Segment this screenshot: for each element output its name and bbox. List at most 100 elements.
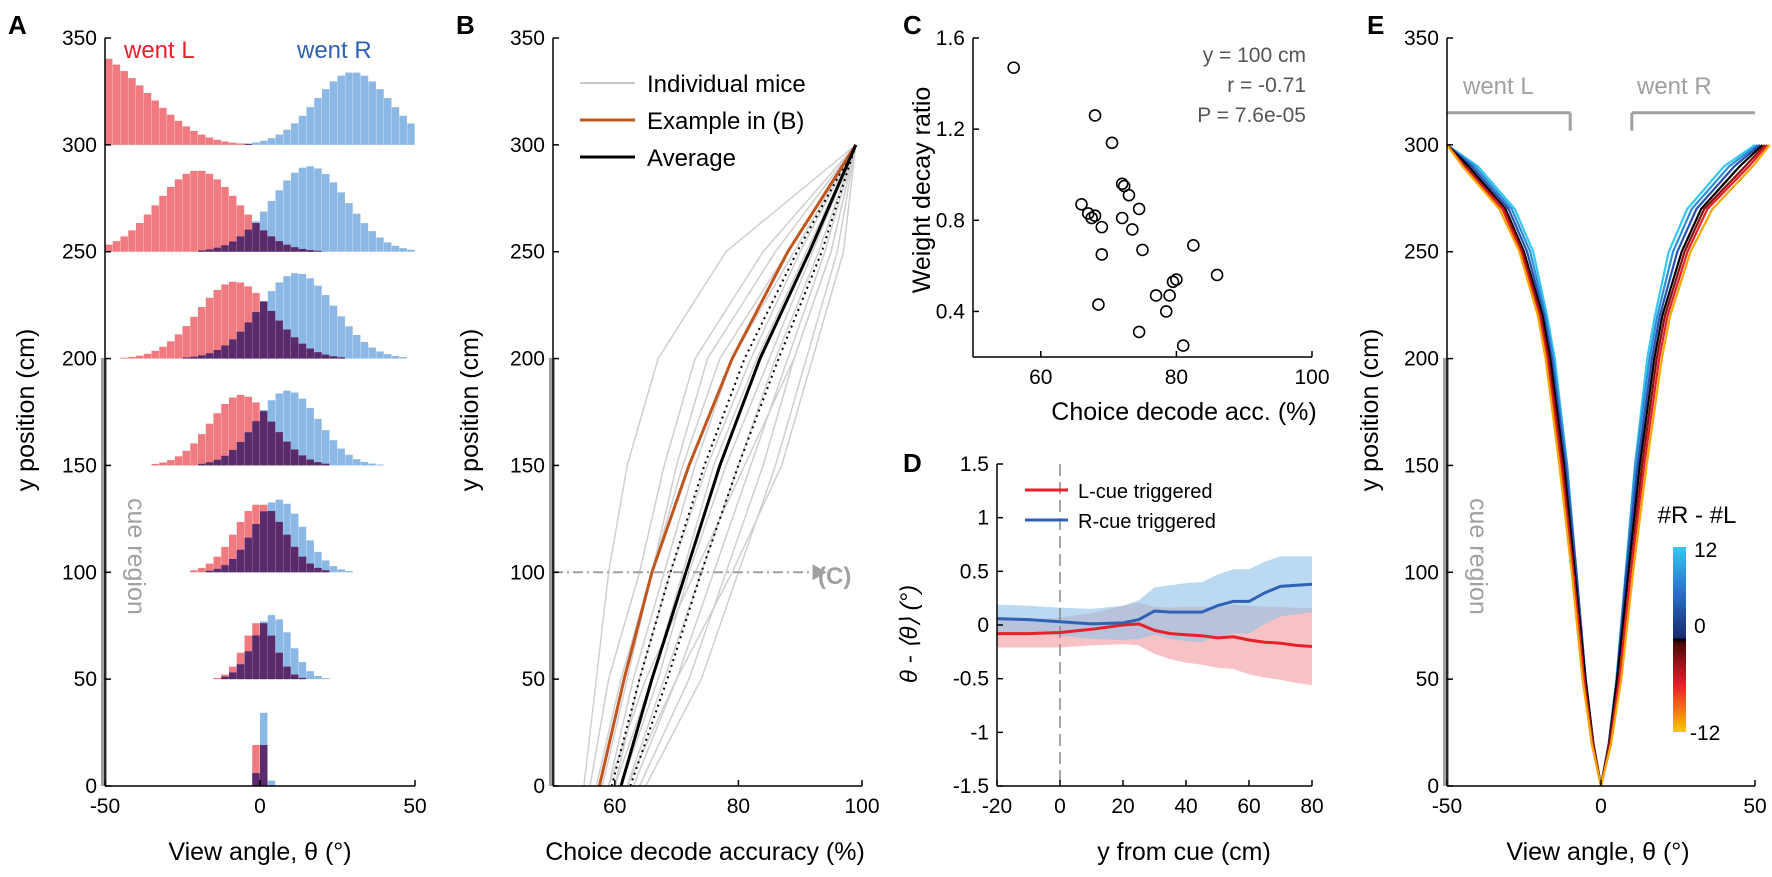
went-right-bar bbox=[275, 282, 283, 359]
overlap-bar bbox=[229, 241, 237, 252]
went-left-bar bbox=[236, 282, 245, 359]
went-left-bar bbox=[190, 316, 198, 359]
went-left-bar bbox=[105, 58, 113, 145]
went-right-bar bbox=[384, 98, 392, 145]
went-right-bar bbox=[322, 89, 330, 145]
panel-c-axes: 60 80 100 0.4 0.8 1.2 1.6 bbox=[936, 27, 1330, 389]
went-left-bar bbox=[151, 350, 159, 359]
overlap-bar bbox=[221, 565, 229, 573]
went-right-bar bbox=[391, 107, 400, 145]
went-left-bar bbox=[112, 241, 121, 252]
went-left-bar bbox=[190, 130, 198, 145]
panel-e-ytick-label: 300 bbox=[1404, 134, 1439, 157]
went-right-bar bbox=[267, 200, 276, 252]
scatter-point bbox=[1170, 273, 1183, 286]
trajectory-line bbox=[1446, 144, 1759, 787]
panel-d-ytick-label: -0.5 bbox=[953, 668, 989, 691]
individual-mouse-line bbox=[607, 144, 857, 787]
went-right-bar bbox=[252, 142, 260, 145]
went-left-bar bbox=[120, 236, 128, 252]
panel-c-ytick-label: 0.4 bbox=[936, 300, 966, 323]
went-left-bar bbox=[182, 450, 190, 466]
overlap-bar bbox=[236, 442, 245, 466]
went-right-bar bbox=[306, 407, 314, 466]
went-left-bar bbox=[190, 570, 198, 573]
panel-letter-d: D bbox=[903, 448, 922, 478]
went-right-bar bbox=[275, 134, 283, 145]
went-left-bar bbox=[151, 205, 159, 252]
went-left-bar bbox=[136, 223, 144, 252]
panel-a-ytick-label: 300 bbox=[62, 134, 97, 157]
went-left-bar bbox=[236, 394, 245, 466]
went-left-bar bbox=[182, 326, 190, 359]
went-right-bar bbox=[376, 464, 384, 466]
overlap-bar bbox=[291, 247, 299, 252]
scatter-point bbox=[1166, 275, 1180, 289]
went-right-bar bbox=[345, 203, 353, 252]
overlap-bar bbox=[244, 651, 252, 680]
series-line bbox=[997, 622, 1313, 648]
went-right-bar bbox=[298, 115, 307, 145]
went-right-bar bbox=[275, 619, 283, 680]
overlap-bar bbox=[267, 310, 276, 359]
went-right-bar bbox=[298, 273, 307, 359]
went-right-bar bbox=[329, 566, 338, 573]
scatter-point bbox=[1092, 298, 1105, 311]
overlap-bar bbox=[205, 570, 214, 573]
panel-a-xtick-label: -50 bbox=[90, 795, 120, 818]
went-left-bar bbox=[213, 289, 221, 359]
individual-mouse-line bbox=[645, 144, 857, 787]
panel-d-xtick-label: 60 bbox=[1237, 795, 1260, 818]
scatter-point bbox=[1132, 202, 1146, 216]
went-right-bar bbox=[291, 392, 299, 466]
overlap-bar bbox=[260, 301, 268, 359]
went-left-bar bbox=[213, 139, 221, 145]
panel-a-ytick-label: 100 bbox=[62, 561, 97, 584]
panel-b-ytick-label: 150 bbox=[510, 454, 545, 477]
went-right-bar bbox=[360, 342, 369, 359]
went-left-bar bbox=[221, 284, 229, 359]
overlap-bar bbox=[236, 664, 245, 680]
went-right-bar bbox=[337, 316, 345, 359]
panel-e-cue-label: cue region bbox=[1464, 498, 1492, 615]
went-right-bar bbox=[391, 355, 400, 359]
went-right-bar bbox=[407, 123, 415, 145]
overlap-bar bbox=[314, 250, 322, 252]
panel-c-xtick-label: 100 bbox=[1294, 366, 1329, 389]
example-line bbox=[597, 144, 858, 787]
overlap-bar bbox=[283, 666, 291, 680]
panel-d-ytick-label: 1.5 bbox=[960, 453, 989, 476]
went-right-bar bbox=[314, 551, 322, 573]
panel-d-xtick-label: 0 bbox=[1054, 795, 1066, 818]
went-left-bar bbox=[221, 403, 229, 466]
went-right-bar bbox=[353, 334, 361, 359]
went-right-bar bbox=[314, 676, 322, 680]
went-right-bar bbox=[322, 295, 330, 359]
overlap-bar bbox=[298, 248, 307, 252]
went-right-bar bbox=[306, 166, 314, 252]
went-right-bar bbox=[384, 242, 392, 252]
overlap-bar bbox=[306, 250, 314, 252]
went-right-bar bbox=[384, 354, 392, 359]
went-left-bar bbox=[112, 64, 121, 145]
went-left-bar bbox=[221, 141, 229, 145]
went-right-bar bbox=[376, 237, 384, 252]
overlap-bar bbox=[298, 556, 307, 573]
went-left-bar bbox=[236, 205, 245, 252]
legend-label-average: Average bbox=[647, 145, 736, 172]
overlap-bar bbox=[213, 247, 221, 252]
overlap-bar bbox=[252, 312, 260, 359]
panel-c-annot-y: y = 100 cm bbox=[1203, 44, 1306, 67]
went-right-bar bbox=[337, 192, 345, 252]
went-right-bar bbox=[345, 326, 353, 359]
went-right-bar bbox=[337, 448, 345, 466]
individual-mouse-line bbox=[607, 144, 857, 787]
went-left-bar bbox=[143, 353, 152, 359]
went-right-bar bbox=[391, 245, 400, 252]
went-left-bar bbox=[221, 546, 229, 573]
overlap-bar bbox=[221, 245, 229, 252]
panel-c-plot bbox=[1007, 61, 1224, 352]
overlap-bar bbox=[229, 339, 237, 359]
legend-label-example: Example in (B) bbox=[647, 108, 804, 135]
went-right-bar bbox=[298, 662, 307, 680]
